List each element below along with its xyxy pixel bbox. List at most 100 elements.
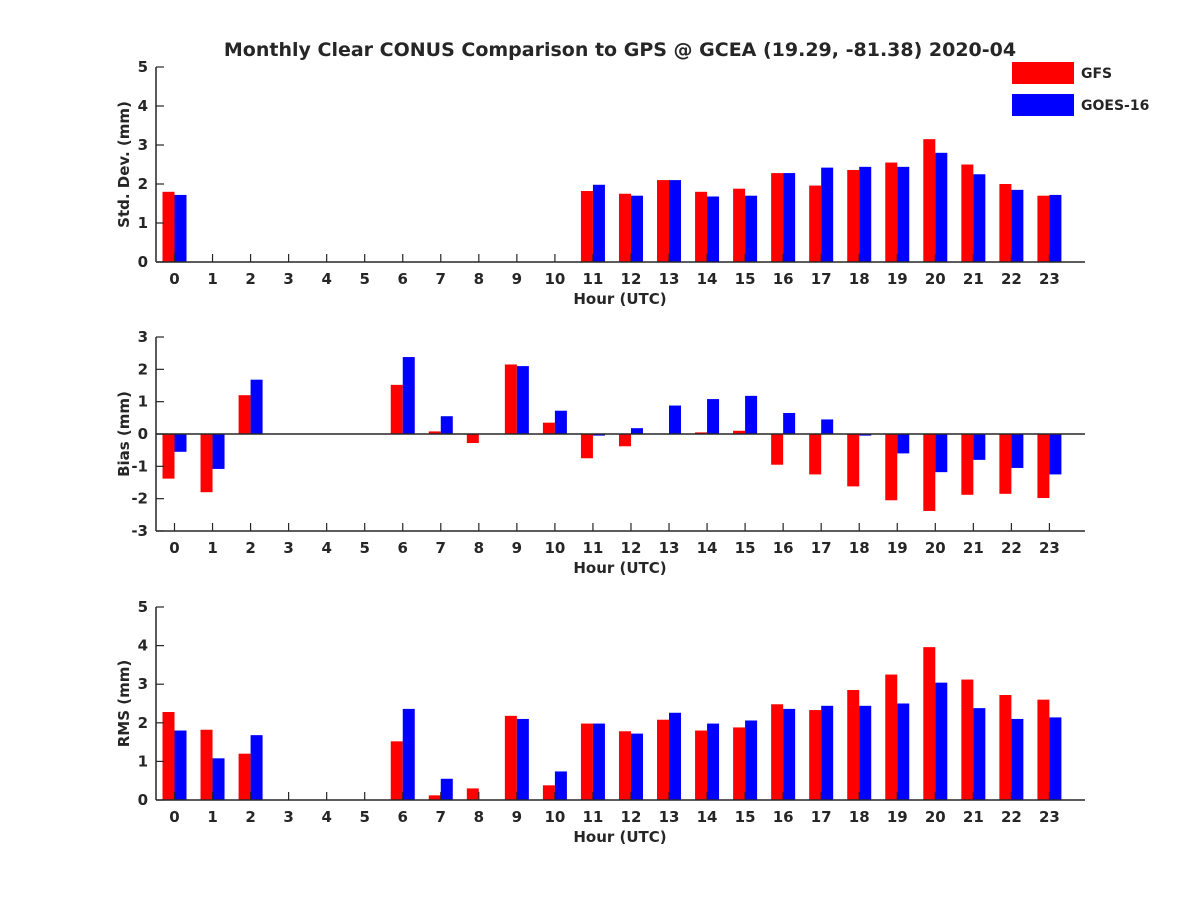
x-tick-label: 15: [735, 808, 756, 826]
x-tick-label: 7: [436, 539, 446, 557]
x-tick-label: 0: [169, 270, 179, 288]
bar-gfs-hour-14: [695, 730, 708, 800]
bar-goes-16-hour-16: [783, 708, 796, 800]
bar-gfs-hour-23: [1037, 434, 1050, 499]
bar-gfs-hour-21: [961, 164, 974, 262]
bar-goes-16-hour-19: [897, 434, 910, 454]
x-tick-label: 8: [474, 270, 484, 288]
bar-gfs-hour-0: [162, 711, 175, 800]
bar-goes-16-hour-2: [250, 735, 263, 800]
x-tick-label: 4: [321, 808, 331, 826]
bar-gfs-hour-20: [923, 647, 936, 800]
legend-swatch-goes-16: [1012, 94, 1074, 116]
bar-gfs-hour-11: [580, 434, 593, 459]
y-axis-label: Std. Dev. (mm): [115, 101, 133, 228]
x-tick-label: 5: [359, 539, 369, 557]
bar-goes-16-hour-0: [174, 434, 187, 452]
y-tick-label: 0: [138, 253, 148, 271]
bar-goes-16-hour-10: [554, 410, 567, 434]
x-tick-label: 19: [887, 808, 908, 826]
x-tick-label: 2: [245, 539, 255, 557]
y-tick-label: 3: [138, 328, 148, 346]
bar-goes-16-hour-19: [897, 703, 910, 800]
bar-gfs-hour-16: [771, 704, 784, 800]
bar-gfs-hour-14: [695, 191, 708, 262]
x-tick-label: 12: [621, 539, 642, 557]
bar-gfs-hour-21: [961, 434, 974, 495]
bar-goes-16-hour-15: [745, 395, 758, 434]
x-tick-label: 1: [207, 270, 217, 288]
x-tick-label: 6: [398, 539, 408, 557]
bar-gfs-hour-6: [390, 741, 403, 800]
bar-goes-16-hour-18: [859, 166, 872, 262]
x-tick-label: 12: [621, 808, 642, 826]
x-tick-label: 8: [474, 539, 484, 557]
bar-goes-16-hour-1: [212, 758, 225, 800]
x-tick-label: 3: [283, 539, 293, 557]
bar-gfs-hour-21: [961, 679, 974, 800]
x-tick-label: 6: [398, 808, 408, 826]
x-tick-label: 5: [359, 808, 369, 826]
bar-gfs-hour-12: [618, 434, 631, 447]
bar-goes-16-hour-23: [1049, 194, 1062, 262]
bar-gfs-hour-7: [428, 795, 441, 800]
bar-gfs-hour-20: [923, 434, 936, 511]
bar-goes-16-hour-7: [440, 778, 453, 800]
bar-gfs-hour-11: [580, 191, 593, 262]
bar-goes-16-hour-21: [973, 708, 986, 800]
bar-goes-16-hour-15: [745, 720, 758, 800]
bar-gfs-hour-9: [504, 715, 517, 800]
bar-goes-16-hour-12: [630, 428, 643, 434]
x-tick-label: 22: [1001, 270, 1022, 288]
bar-gfs-hour-18: [847, 169, 860, 262]
legend: GFS GOES-16: [1012, 62, 1149, 116]
bar-gfs-hour-12: [618, 731, 631, 800]
bar-goes-16-hour-14: [707, 723, 720, 800]
bar-goes-16-hour-17: [821, 705, 834, 800]
bar-gfs-hour-16: [771, 434, 784, 465]
x-tick-label: 19: [887, 270, 908, 288]
x-tick-label: 17: [811, 270, 832, 288]
bar-goes-16-hour-13: [669, 405, 682, 434]
legend-swatch-gfs: [1012, 62, 1074, 84]
y-tick-label: 2: [138, 714, 148, 732]
y-tick-label: 4: [138, 97, 148, 115]
bar-goes-16-hour-13: [669, 180, 682, 262]
x-tick-label: 9: [512, 539, 522, 557]
x-tick-label: 7: [436, 808, 446, 826]
bar-goes-16-hour-21: [973, 434, 986, 460]
bar-gfs-hour-23: [1037, 699, 1050, 800]
x-tick-label: 2: [245, 270, 255, 288]
x-tick-label: 21: [963, 808, 984, 826]
x-tick-label: 17: [811, 808, 832, 826]
bar-gfs-hour-1: [200, 434, 213, 493]
bar-gfs-hour-17: [809, 185, 822, 262]
x-tick-label: 14: [697, 270, 718, 288]
bar-gfs-hour-22: [999, 695, 1012, 800]
x-tick-label: 6: [398, 270, 408, 288]
x-tick-label: 19: [887, 539, 908, 557]
x-tick-label: 11: [583, 808, 604, 826]
x-tick-label: 13: [659, 539, 680, 557]
series-gfs: [162, 364, 1050, 511]
bar-goes-16-hour-15: [745, 195, 758, 262]
bar-goes-16-hour-16: [783, 412, 796, 434]
y-tick-label: 3: [138, 136, 148, 154]
x-tick-label: 23: [1039, 270, 1060, 288]
x-tick-label: 7: [436, 270, 446, 288]
bar-gfs-hour-19: [885, 162, 898, 262]
x-tick-label: 0: [169, 539, 179, 557]
y-tick-label: -2: [131, 490, 148, 508]
bar-goes-16-hour-11: [592, 723, 605, 800]
bar-goes-16-hour-22: [1011, 718, 1024, 800]
y-tick-label: 2: [138, 360, 148, 378]
series-gfs: [162, 139, 1050, 262]
bar-goes-16-hour-11: [592, 184, 605, 262]
y-tick-label: 1: [138, 214, 148, 232]
x-tick-label: 18: [849, 270, 870, 288]
x-axis-label: Hour (UTC): [573, 559, 666, 577]
